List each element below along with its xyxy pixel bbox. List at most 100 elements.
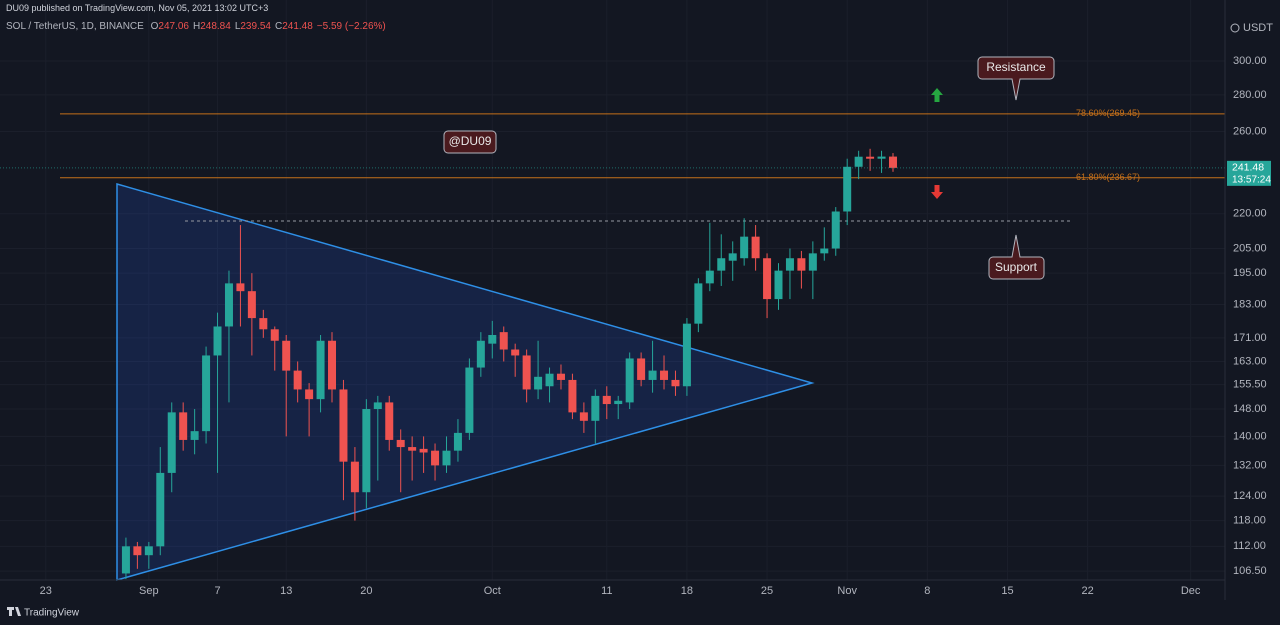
- candle-body: [133, 546, 142, 556]
- candle-body: [740, 236, 749, 259]
- x-tick-label: Oct: [484, 585, 501, 597]
- candle-body: [202, 355, 211, 432]
- candle-body: [522, 355, 531, 390]
- candle-body: [339, 389, 348, 462]
- ohlc-label: C: [274, 21, 283, 32]
- candle-body: [820, 248, 829, 254]
- candle-body: [888, 156, 897, 168]
- y-tick-label: 171.00: [1233, 332, 1267, 344]
- candle-body: [373, 402, 382, 410]
- candle-body: [431, 450, 440, 466]
- y-tick-label: 163.00: [1233, 355, 1267, 367]
- candle-body: [236, 283, 245, 292]
- candle-body: [843, 166, 852, 212]
- candle-body: [568, 379, 577, 413]
- x-tick-label: 15: [1001, 585, 1013, 597]
- candle-body: [556, 373, 565, 380]
- candle-body: [854, 156, 863, 167]
- candle-body: [614, 400, 623, 405]
- currency-icon: [1230, 23, 1240, 33]
- y-tick-label: 220.00: [1233, 208, 1267, 220]
- candle-body: [511, 349, 520, 356]
- y-tick-label: 280.00: [1233, 89, 1267, 101]
- candle-body: [190, 431, 199, 440]
- candle-body: [591, 395, 600, 421]
- candle-body: [877, 156, 886, 159]
- symbol-header: SOL / TetherUS, 1D, BINANCE O247.06 H248.…: [6, 21, 390, 32]
- candle-body: [167, 412, 176, 473]
- countdown-label: 13:57:24: [1232, 174, 1271, 185]
- last-price-box: [1227, 160, 1271, 186]
- ohlc-value: 247.06: [158, 21, 189, 32]
- x-tick-label: 22: [1081, 585, 1093, 597]
- y-tick-label: 124.00: [1233, 490, 1267, 502]
- logo-icon: [7, 607, 21, 616]
- candle-body: [362, 409, 371, 493]
- candle-body: [717, 258, 726, 271]
- ohlc-label: L: [234, 21, 241, 32]
- candle-body: [648, 370, 657, 380]
- resistance-callout: [977, 56, 1055, 101]
- candle-body: [350, 461, 359, 493]
- ohlc-value: 241.48: [282, 21, 313, 32]
- candle-body: [579, 412, 588, 421]
- plot-area: 78.60%(269.45) 61.80%(236.67): [0, 108, 1225, 580]
- candle-body: [545, 373, 554, 387]
- support-text: Support: [995, 260, 1038, 274]
- candle-body: [293, 370, 302, 390]
- x-tick-label: 7: [214, 585, 220, 597]
- x-tick-label: 20: [360, 585, 372, 597]
- y-tick-label: 140.00: [1233, 430, 1267, 442]
- candle-body: [671, 379, 680, 387]
- candle-body: [453, 432, 462, 451]
- candle-body: [682, 323, 691, 387]
- candle-body: [763, 258, 772, 300]
- fib-level-label: 61.80%(236.67): [1076, 172, 1140, 182]
- y-tick-label: 260.00: [1233, 125, 1267, 137]
- candle-body: [465, 367, 474, 433]
- candle-body: [442, 450, 451, 466]
- candle-body: [705, 270, 714, 284]
- candle-body: [660, 370, 669, 380]
- y-tick-label: 118.00: [1233, 515, 1266, 527]
- candle-body: [156, 472, 165, 547]
- candle-body: [831, 211, 840, 249]
- candle-body: [328, 340, 337, 390]
- footer-text: TradingView: [24, 608, 80, 619]
- y-tick-label: 155.50: [1233, 379, 1267, 391]
- candle-body: [866, 156, 875, 159]
- candle-body: [774, 270, 783, 300]
- candle-body: [213, 326, 222, 356]
- triangle-pattern: [116, 183, 815, 581]
- candle-body: [259, 318, 268, 330]
- x-tick-label: 13: [280, 585, 292, 597]
- y-tick-label: 148.00: [1233, 403, 1267, 415]
- resistance-text: Resistance: [986, 60, 1046, 74]
- candle-body: [396, 439, 405, 448]
- change: −5.59 (−2.26%): [316, 21, 386, 32]
- y-tick-label: 112.00: [1233, 540, 1266, 552]
- x-tick-label: 25: [761, 585, 773, 597]
- tag-text: @DU09: [449, 134, 492, 148]
- ohlc-label: H: [192, 21, 201, 32]
- candle-body: [488, 334, 497, 344]
- y-tick-label: 205.00: [1233, 242, 1267, 254]
- x-tick-label: Nov: [837, 585, 857, 597]
- x-tick-label: 8: [924, 585, 930, 597]
- candle-body: [534, 376, 543, 390]
- x-tick-label: 18: [681, 585, 693, 597]
- ohlc-value: 239.54: [240, 21, 271, 32]
- symbol-title: SOL / TetherUS, 1D, BINANCE: [6, 21, 144, 32]
- fib-level-label: 78.60%(269.45): [1076, 108, 1140, 118]
- ohlc-value: 248.84: [200, 21, 231, 32]
- candle-body: [637, 358, 646, 380]
- y-tick-label: 195.00: [1233, 267, 1267, 279]
- candle-body: [499, 332, 508, 350]
- y-tick-label: 132.00: [1233, 459, 1267, 471]
- y-tick-label: 183.00: [1233, 298, 1267, 310]
- currency: USDT: [1243, 22, 1273, 34]
- x-tick-label: Dec: [1181, 585, 1201, 597]
- candle-body: [808, 253, 817, 271]
